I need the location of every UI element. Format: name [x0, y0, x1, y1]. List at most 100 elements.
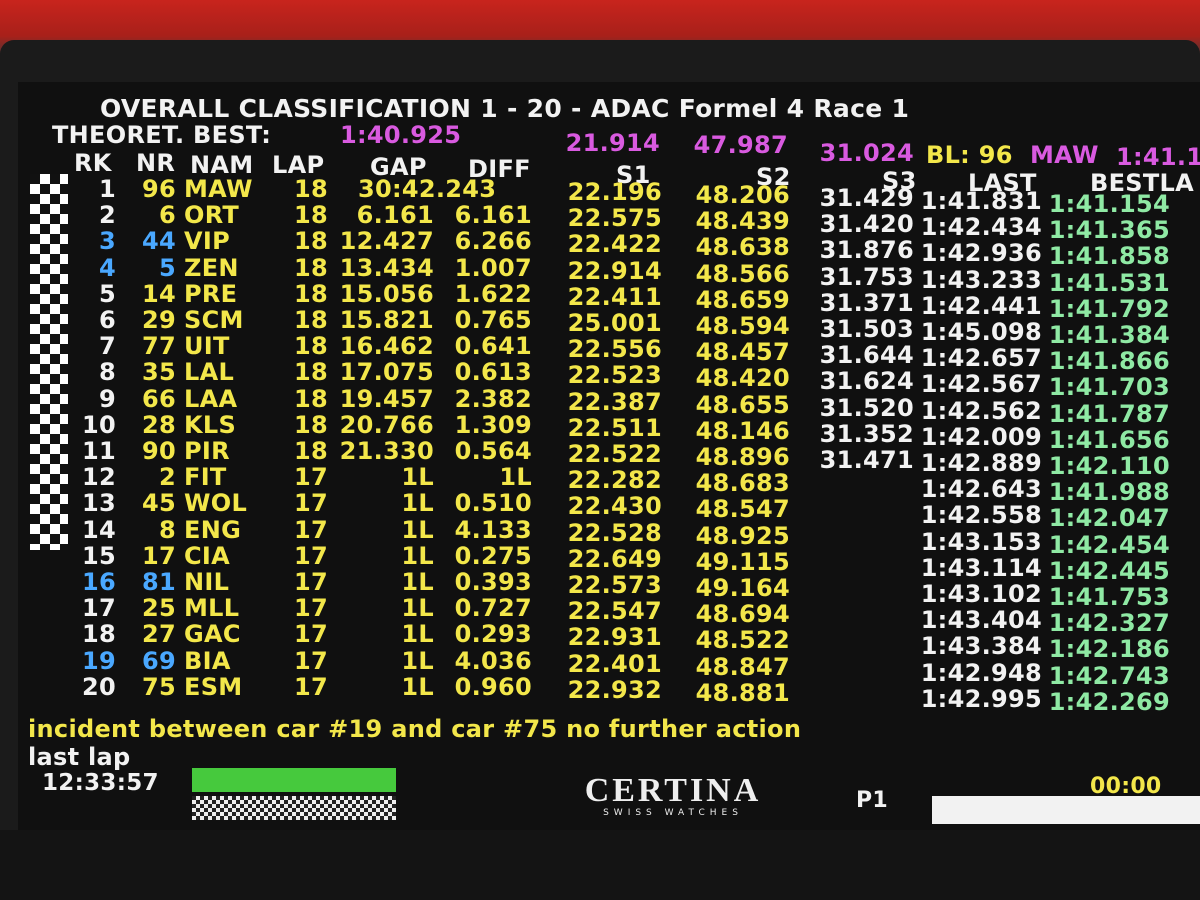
cell-rk: 5 [99, 279, 116, 308]
cell-gap: 1L [401, 568, 434, 596]
cell-diff: 1.007 [454, 253, 532, 282]
cell-s2: 48.896 [695, 443, 790, 471]
cell-nr: 14 [142, 279, 176, 308]
cell-rk: 19 [82, 646, 116, 675]
cell-best: 1:42.186 [1048, 635, 1170, 664]
cell-last: 1:42.995 [920, 684, 1042, 713]
cell-s1: 22.649 [567, 544, 662, 573]
cell-nam: MAW [184, 175, 253, 203]
cell-best: 1:41.656 [1048, 425, 1170, 454]
cell-best: 1:41.365 [1048, 216, 1170, 245]
cell-s3: 31.420 [819, 210, 914, 239]
cell-best: 1:41.531 [1048, 268, 1170, 297]
theoretical-best-time: 1:40.925 [340, 121, 462, 149]
cell-s1: 22.931 [567, 623, 662, 652]
cell-lap: 17 [294, 672, 328, 701]
cell-rk: 11 [82, 437, 116, 465]
cell-nr: 2 [159, 463, 176, 492]
cell-nr: 8 [159, 515, 176, 544]
cell-diff: 4.133 [454, 515, 532, 544]
cell-s3: 31.876 [819, 236, 914, 265]
cell-last: 1:42.562 [920, 396, 1042, 425]
cell-gap: 1L [401, 463, 434, 492]
cell-rk: 4 [99, 253, 116, 282]
cell-last: 1:42.441 [920, 291, 1042, 320]
cell-gap: 15.056 [339, 279, 434, 308]
header-s2: S2 [756, 163, 791, 191]
cell-nr: 69 [142, 646, 176, 675]
cell-s3: 31.520 [819, 393, 914, 422]
cell-s2: 48.566 [695, 259, 790, 288]
cell-s1: 25.001 [567, 309, 662, 337]
cell-rk: 16 [82, 568, 116, 596]
cell-s1: 22.547 [567, 597, 662, 626]
cell-s2: 48.457 [695, 338, 790, 367]
timing-screen: OVERALL CLASSIFICATION 1 - 20 - ADAC For… [18, 82, 1200, 830]
cell-diff: 0.564 [454, 437, 532, 465]
cell-nr: 44 [142, 227, 176, 256]
header-s3: S3 [882, 167, 917, 195]
cell-nam: MLL [184, 594, 240, 623]
cell-diff: 6.266 [454, 227, 532, 256]
cell-s1: 22.914 [567, 256, 662, 285]
cell-best: 1:42.445 [1048, 556, 1170, 585]
cell-s3: 31.429 [819, 184, 914, 212]
cell-lap: 18 [294, 227, 328, 256]
best-lap-time: 1:41.15 [1116, 143, 1200, 171]
cell-s1: 22.932 [567, 675, 662, 704]
cell-s2: 48.522 [695, 626, 790, 655]
cell-best: 1:41.858 [1048, 242, 1170, 271]
cell-gap: 30:42.243 [358, 175, 497, 203]
cell-last: 1:42.657 [920, 344, 1042, 373]
cell-lap: 17 [294, 463, 328, 492]
cell-nr: 81 [142, 568, 176, 596]
cell-best: 1:41.787 [1048, 399, 1170, 428]
cell-diff: 0.727 [454, 594, 532, 623]
session-timer: 00:00 [1090, 774, 1162, 799]
theoretical-best-label: THEORET. BEST: [52, 121, 272, 149]
cell-lap: 18 [294, 437, 328, 465]
theoretical-best-s1: 21.914 [565, 129, 660, 157]
cell-nr: 75 [142, 672, 176, 701]
cell-s1: 22.430 [567, 492, 662, 521]
cell-gap: 20.766 [339, 410, 434, 439]
header-s1: S1 [616, 161, 651, 189]
cell-s1: 22.528 [567, 518, 662, 547]
cell-rk: 15 [82, 541, 116, 570]
cell-s2: 48.146 [695, 416, 790, 445]
theoretical-best-s2: 47.987 [693, 131, 788, 159]
cell-nam: GAC [184, 620, 241, 649]
cell-gap: 1L [401, 620, 434, 649]
cell-best: 1:42.047 [1048, 504, 1170, 533]
monitor-bezel-bottom [0, 830, 1200, 900]
cell-lap: 17 [294, 620, 328, 649]
cell-lap: 18 [294, 384, 328, 413]
cell-gap: 16.462 [339, 332, 434, 361]
cell-lap: 18 [294, 201, 328, 230]
cell-last: 1:42.643 [920, 475, 1042, 504]
cell-nr: 35 [142, 358, 176, 387]
cell-lap: 17 [294, 489, 328, 518]
cell-diff: 1L [499, 463, 532, 492]
header-rk: RK [74, 149, 112, 177]
cell-diff: 0.510 [454, 489, 532, 518]
cell-s1: 22.196 [567, 178, 662, 206]
cell-s1: 22.511 [567, 413, 662, 442]
cell-s1: 22.522 [567, 440, 662, 468]
header-lap: LAP [272, 151, 325, 179]
cell-s1: 22.282 [567, 466, 662, 495]
cell-best: 1:41.384 [1048, 321, 1170, 349]
cell-last: 1:42.948 [920, 658, 1042, 687]
cell-lap: 18 [294, 253, 328, 282]
cell-s3: 31.471 [819, 446, 914, 474]
cell-nam: ENG [184, 515, 242, 544]
cell-lap: 18 [294, 306, 328, 334]
header-nr: NR [136, 149, 176, 177]
cell-s1: 22.573 [567, 571, 662, 599]
race-progress-bar [192, 768, 396, 792]
cell-nam: SCM [184, 306, 244, 334]
cell-lap: 17 [294, 541, 328, 570]
cell-nam: NIL [184, 568, 230, 596]
cell-nr: 5 [159, 253, 176, 282]
cell-gap: 12.427 [339, 227, 434, 256]
